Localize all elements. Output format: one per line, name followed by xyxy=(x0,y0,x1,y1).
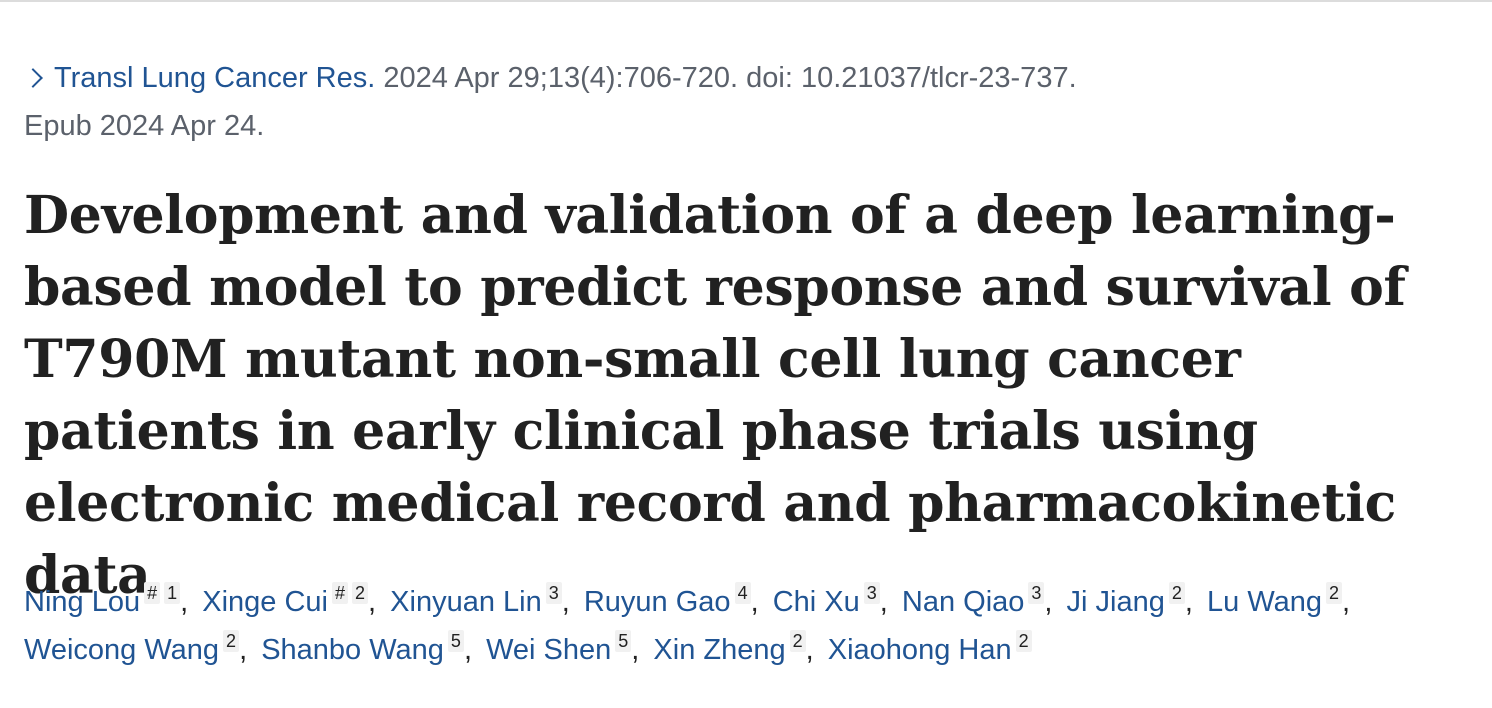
affiliation-badge[interactable]: 2 xyxy=(352,582,369,604)
citation: Transl Lung Cancer Res. 2024 Apr 29;13(4… xyxy=(23,54,1464,150)
affiliation-badge[interactable]: 2 xyxy=(1015,630,1032,652)
author-name-link[interactable]: Xiaohong Han xyxy=(827,634,1012,666)
author-separator: , xyxy=(1184,586,1193,618)
author-name-link[interactable]: Nan Qiao xyxy=(901,586,1025,618)
chevron-right-icon[interactable] xyxy=(23,68,43,89)
author-name-link[interactable]: Chi Xu xyxy=(772,586,860,618)
affiliation-badge[interactable]: 2 xyxy=(223,630,240,652)
affiliation-badge[interactable]: 2 xyxy=(1168,582,1185,604)
affiliation-badge[interactable]: 2 xyxy=(789,630,806,652)
author-name-link[interactable]: Weicong Wang xyxy=(24,634,220,666)
author-name-link[interactable]: Ning Lou xyxy=(24,586,141,618)
author-name-link[interactable]: Xinyuan Lin xyxy=(390,586,542,618)
author-separator: , xyxy=(1342,586,1351,618)
author-separator: , xyxy=(750,586,759,618)
author-name-link[interactable]: Xinge Cui xyxy=(202,586,328,618)
author-list: Ning Lou #1, Xinge Cui #2, Xinyuan Lin 3, R… xyxy=(24,578,1474,674)
author-item: Xinyuan Lin 3, xyxy=(390,582,576,618)
author-separator: , xyxy=(180,586,189,618)
author-item: Nan Qiao 3, xyxy=(901,582,1059,618)
top-divider xyxy=(0,0,1492,2)
author-item: Xiaohong Han 2 xyxy=(827,630,1032,666)
author-separator: , xyxy=(463,634,472,666)
author-name-link[interactable]: Ji Jiang xyxy=(1066,586,1165,618)
author-item: Weicong Wang 2, xyxy=(24,630,253,666)
author-separator: , xyxy=(561,586,570,618)
affiliation-badge[interactable]: 3 xyxy=(863,582,880,604)
affiliation-badge[interactable]: 1 xyxy=(164,582,181,604)
equal-contribution-badge[interactable]: # xyxy=(332,582,349,604)
author-item: Wei Shen 5, xyxy=(486,630,645,666)
journal-link[interactable]: Transl Lung Cancer Res. xyxy=(54,62,376,94)
author-separator: , xyxy=(1044,586,1053,618)
author-item: Xinge Cui #2, xyxy=(202,582,382,618)
author-name-link[interactable]: Wei Shen xyxy=(486,634,612,666)
author-item: Lu Wang 2, xyxy=(1207,582,1356,618)
author-item: Xin Zheng 2, xyxy=(653,630,819,666)
citation-details: 2024 Apr 29;13(4):706-720. doi: 10.21037… xyxy=(383,62,1077,94)
author-name-link[interactable]: Shanbo Wang xyxy=(261,634,444,666)
affiliation-badge[interactable]: 4 xyxy=(734,582,751,604)
author-item: Ruyun Gao 4, xyxy=(583,582,765,618)
equal-contribution-badge[interactable]: # xyxy=(144,582,161,604)
affiliation-badge[interactable]: 3 xyxy=(1028,582,1045,604)
author-separator: , xyxy=(631,634,640,666)
affiliation-badge[interactable]: 3 xyxy=(545,582,562,604)
author-separator: , xyxy=(368,586,377,618)
author-separator: , xyxy=(879,586,888,618)
affiliation-badge[interactable]: 5 xyxy=(615,630,632,652)
author-item: Ning Lou #1, xyxy=(24,582,194,618)
article-title: Development and validation of a deep lea… xyxy=(24,185,1406,606)
author-separator: , xyxy=(239,634,248,666)
author-name-link[interactable]: Ruyun Gao xyxy=(583,586,731,618)
affiliation-badge[interactable]: 5 xyxy=(447,630,464,652)
author-item: Chi Xu 3, xyxy=(772,582,894,618)
author-item: Shanbo Wang 5, xyxy=(261,630,478,666)
author-name-link[interactable]: Xin Zheng xyxy=(653,634,786,666)
epub-date: Epub 2024 Apr 24. xyxy=(24,110,265,142)
author-name-link[interactable]: Lu Wang xyxy=(1207,586,1323,618)
author-separator: , xyxy=(805,634,814,666)
author-item: Ji Jiang 2, xyxy=(1066,582,1199,618)
affiliation-badge[interactable]: 2 xyxy=(1326,582,1343,604)
